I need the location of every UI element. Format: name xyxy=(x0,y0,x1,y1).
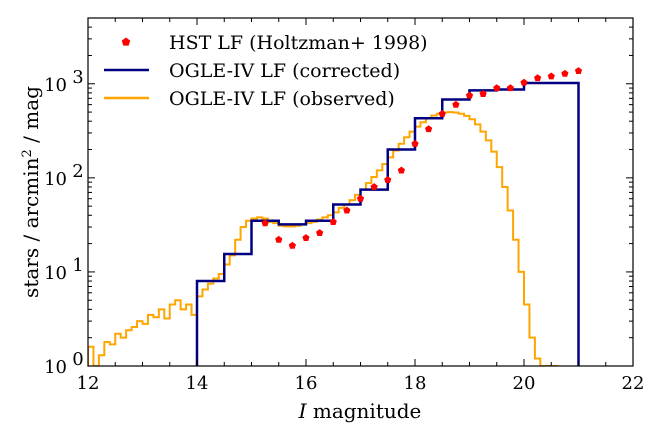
x-tick-label: 16 xyxy=(295,373,318,394)
y-axis-title-after: / mag xyxy=(19,86,43,149)
x-tick-label: 14 xyxy=(186,373,209,394)
y-tick-exponent: 1 xyxy=(72,255,83,276)
y-tick-exponent: 0 xyxy=(72,349,83,370)
hst-marker xyxy=(438,109,446,117)
hst-marker xyxy=(316,229,324,236)
legend-hst-marker xyxy=(121,37,131,46)
y-axis-title: stars / arcmin2 / mag xyxy=(19,86,43,298)
hst-marker xyxy=(534,74,542,82)
hst-marker xyxy=(288,241,296,249)
hst-marker xyxy=(574,67,583,74)
series-layer xyxy=(88,67,583,366)
y-tick-base: 10 xyxy=(44,357,67,378)
x-tick-label: 12 xyxy=(77,373,100,394)
x-axis-title-rest: magnitude xyxy=(307,399,422,423)
hst-marker xyxy=(547,72,555,80)
x-tick-label: 20 xyxy=(513,373,536,394)
y-tick-base: 10 xyxy=(44,75,67,96)
hst-marker xyxy=(479,90,487,97)
y-tick-label: 10 xyxy=(44,75,67,96)
x-tick-label: 18 xyxy=(404,373,427,394)
hst-marker xyxy=(561,69,569,77)
hst-marker xyxy=(465,91,474,99)
y-axis-title-sup: 2 xyxy=(20,149,35,157)
hst-marker xyxy=(302,234,310,241)
hst-marker xyxy=(370,183,378,191)
hst-marker xyxy=(275,235,283,243)
hst-marker xyxy=(261,219,269,227)
y-tick-exponent: 3 xyxy=(72,67,83,88)
x-axis-title-italic: I xyxy=(298,399,308,423)
legend: HST LF (Holtzman+ 1998) OGLE-IV LF (corre… xyxy=(104,32,428,110)
legend-label: OGLE-IV LF (observed) xyxy=(169,88,395,110)
y-axis-title-before: stars / arcmin xyxy=(19,157,43,298)
hst-marker xyxy=(384,176,392,184)
hst-marker xyxy=(452,100,460,108)
y-tick-base: 10 xyxy=(44,263,67,284)
x-tick-label: 22 xyxy=(622,373,645,394)
legend-label: OGLE-IV LF (corrected) xyxy=(169,60,400,82)
hst-marker xyxy=(425,125,433,133)
hst-marker xyxy=(506,84,514,92)
hst-marker xyxy=(411,140,419,147)
hst-marker xyxy=(343,206,351,214)
y-tick-exponent: 2 xyxy=(72,161,83,182)
observed-series-line xyxy=(88,111,558,366)
corrected-series-line xyxy=(195,81,580,366)
y-tick-label: 10 xyxy=(44,263,67,284)
hst-marker xyxy=(397,166,405,174)
x-axis-title: I magnitude xyxy=(298,399,422,423)
hst-marker xyxy=(493,84,501,92)
hst-marker xyxy=(329,218,337,225)
y-tick-label: 10 xyxy=(44,169,67,190)
y-tick-base: 10 xyxy=(44,169,67,190)
hst-marker xyxy=(356,194,365,202)
legend-label: HST LF (Holtzman+ 1998) xyxy=(169,32,428,54)
y-tick-label: 10 xyxy=(44,357,67,378)
hst-marker xyxy=(520,78,528,86)
